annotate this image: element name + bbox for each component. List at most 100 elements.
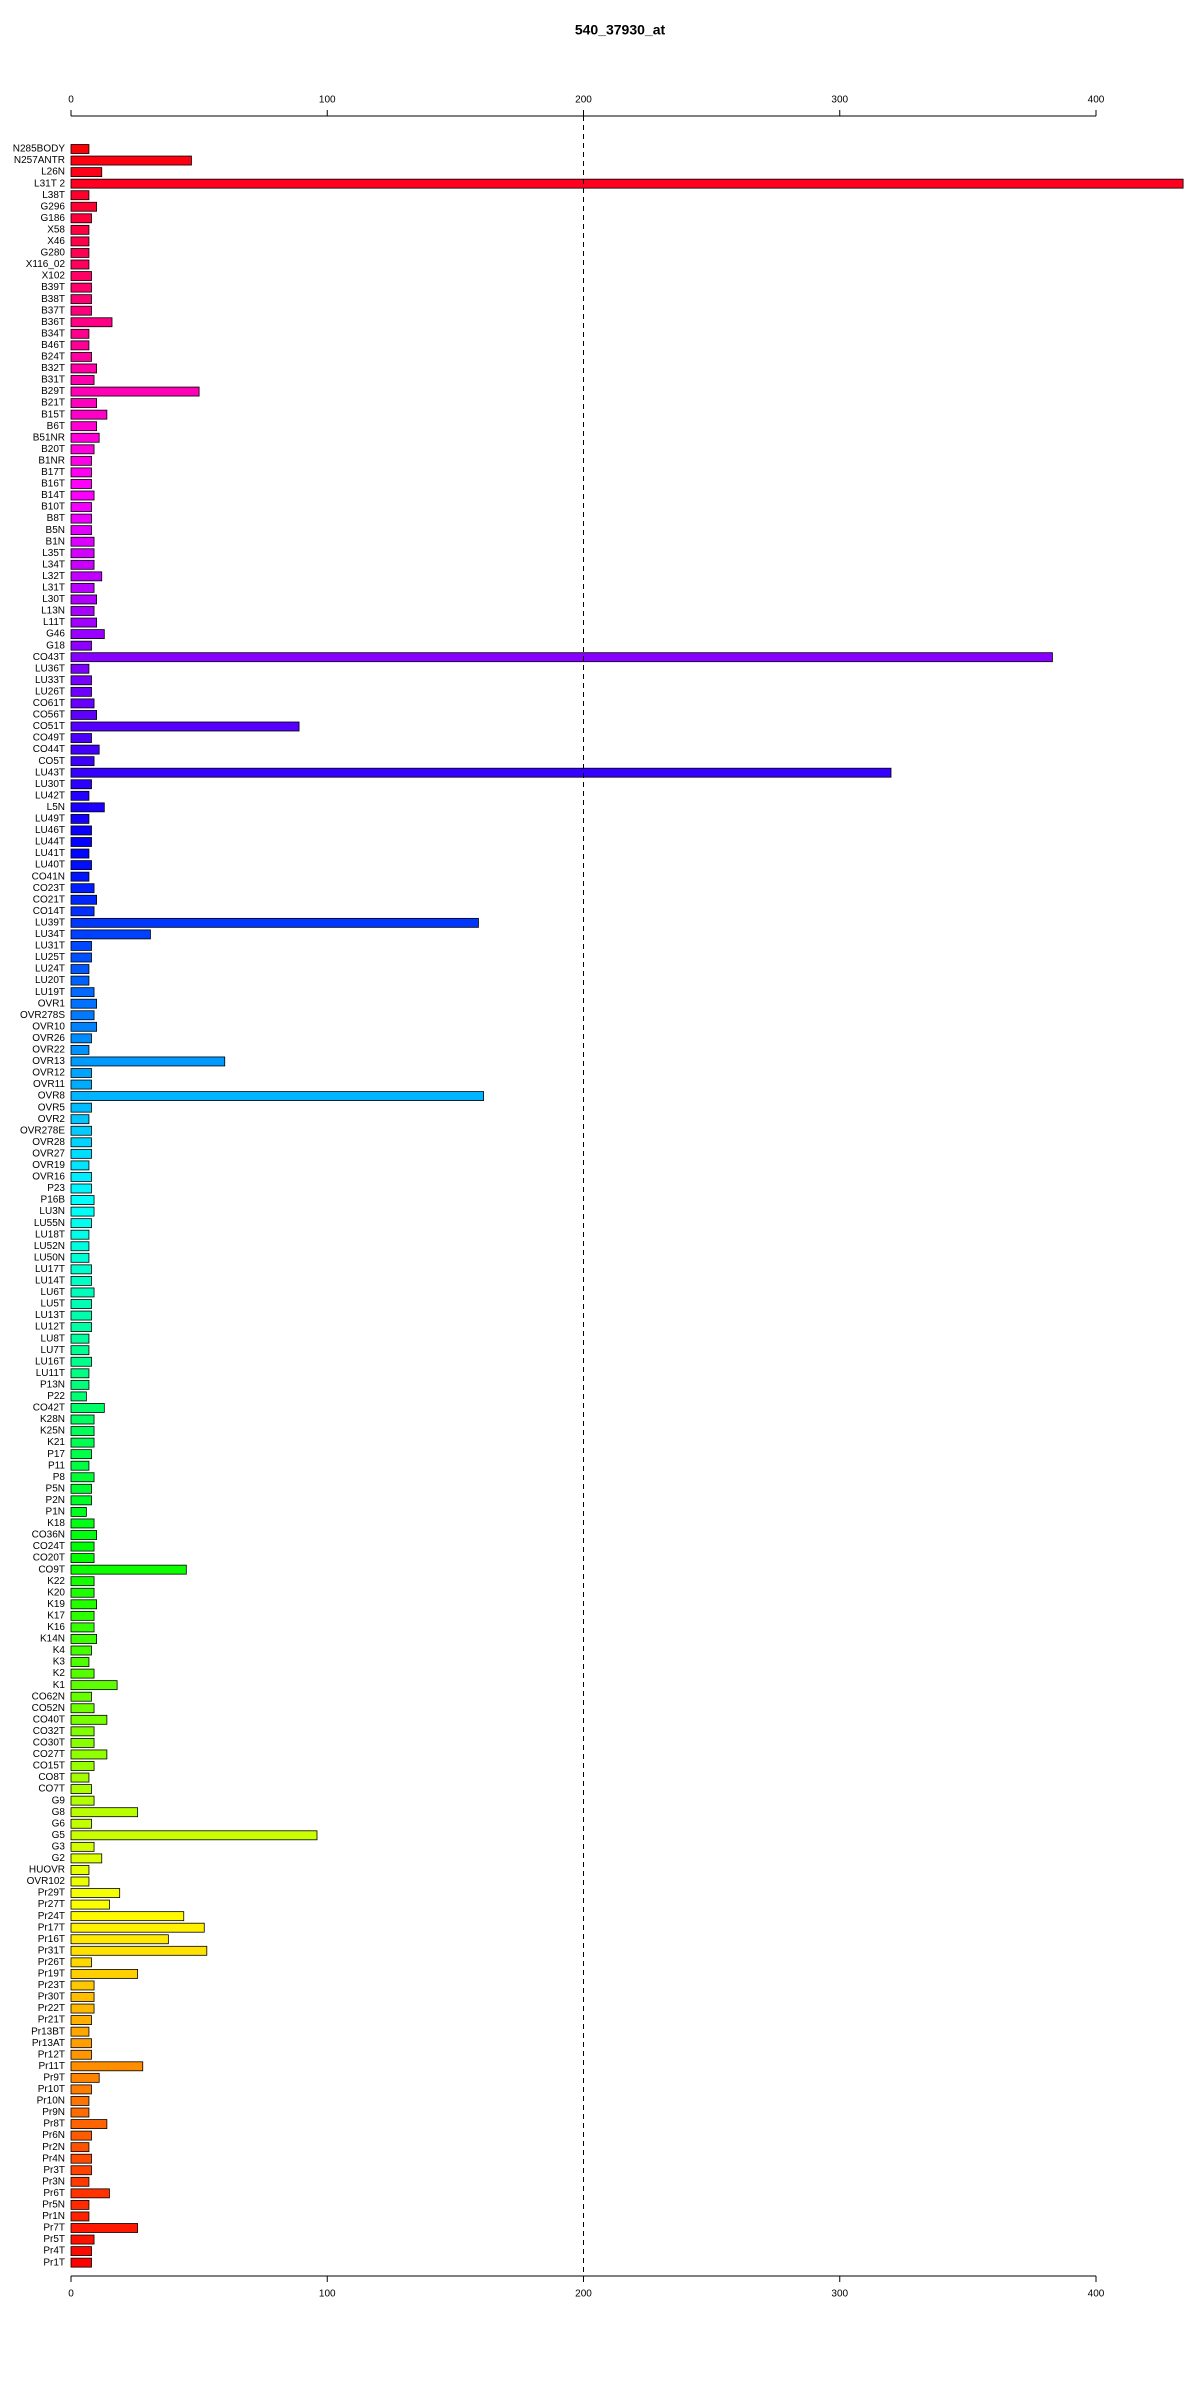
y-tick-label: LU7T bbox=[41, 1345, 65, 1356]
y-tick-label: OVR10 bbox=[32, 1021, 65, 1032]
bar bbox=[70, 583, 95, 593]
bar bbox=[70, 2130, 92, 2141]
bar bbox=[70, 663, 90, 674]
bar bbox=[70, 1206, 95, 1217]
bar bbox=[70, 2199, 90, 2210]
y-tick-label: K3 bbox=[53, 1657, 66, 1668]
bar bbox=[70, 1541, 95, 1552]
y-tick-label: CO27T bbox=[33, 1749, 65, 1760]
bar bbox=[70, 767, 892, 778]
bar bbox=[70, 363, 98, 374]
y-tick-label: B20T bbox=[41, 444, 65, 455]
bar bbox=[70, 1634, 98, 1644]
bar bbox=[70, 236, 90, 247]
bar bbox=[70, 167, 103, 178]
bar bbox=[70, 421, 98, 432]
y-tick-label: Pr4N bbox=[42, 2153, 65, 2164]
y-tick-label: X102 bbox=[42, 271, 66, 282]
bar bbox=[70, 1125, 92, 1136]
bar bbox=[70, 190, 90, 201]
x-tick-label: 100 bbox=[319, 95, 336, 106]
y-tick-label: CO15T bbox=[33, 1761, 65, 1772]
y-tick-label: G296 bbox=[41, 201, 66, 212]
y-tick-label: HUOVR bbox=[29, 1865, 65, 1876]
y-tick-label: G280 bbox=[41, 248, 66, 259]
y-tick-label: OVR11 bbox=[33, 1079, 65, 1090]
y-tick-label: Pr1N bbox=[42, 2211, 65, 2222]
y-tick-label: OVR102 bbox=[27, 1876, 66, 1887]
y-tick-label: LU8T bbox=[41, 1333, 65, 1344]
bar bbox=[70, 1911, 185, 1922]
bar bbox=[70, 1807, 139, 1818]
bar bbox=[70, 917, 479, 928]
y-tick-label: P16B bbox=[41, 1195, 66, 1206]
y-tick-label: Pr4T bbox=[43, 2246, 65, 2257]
y-tick-label: LU24T bbox=[35, 964, 65, 975]
bar bbox=[70, 1784, 92, 1794]
y-tick-label: B1N bbox=[46, 536, 65, 547]
x-tick-label: 300 bbox=[831, 2289, 848, 2300]
bar bbox=[70, 201, 98, 212]
y-tick-label: B31T bbox=[41, 375, 65, 386]
bar bbox=[70, 1033, 92, 1044]
y-tick-label: Pr29T bbox=[38, 1888, 65, 1899]
y-tick-label: K20 bbox=[47, 1587, 65, 1598]
y-tick-label: B5N bbox=[46, 525, 65, 536]
bar bbox=[70, 490, 95, 501]
y-tick-label: Pr9T bbox=[43, 2072, 65, 2083]
bar bbox=[70, 1356, 92, 1367]
bar bbox=[70, 1818, 92, 1829]
y-tick-label: Pr12T bbox=[38, 2049, 65, 2060]
bar bbox=[70, 883, 95, 894]
y-tick-label: Pr3T bbox=[43, 2165, 65, 2176]
y-tick-label: CO8T bbox=[38, 1772, 65, 1783]
y-tick-label: N257ANTR bbox=[14, 155, 65, 166]
bar bbox=[70, 1403, 105, 1413]
y-tick-label: X46 bbox=[47, 236, 65, 247]
y-tick-label: B8T bbox=[47, 513, 65, 524]
y-tick-label: K25N bbox=[40, 1426, 65, 1437]
bar bbox=[70, 1079, 92, 1090]
bar bbox=[70, 1426, 95, 1436]
y-tick-label: CO21T bbox=[33, 894, 65, 905]
y-tick-label: CO56T bbox=[33, 710, 65, 721]
bar bbox=[70, 1934, 169, 1945]
y-tick-label: LU40T bbox=[35, 860, 65, 871]
y-tick-label: CO9T bbox=[38, 1564, 65, 1575]
bar bbox=[70, 1021, 98, 1032]
bar bbox=[70, 675, 92, 686]
y-tick-label: Pr3N bbox=[42, 2176, 65, 2187]
y-tick-label: N285BODY bbox=[13, 144, 66, 155]
bar bbox=[70, 432, 100, 443]
bar bbox=[70, 1703, 95, 1714]
bar bbox=[70, 2211, 90, 2222]
x-tick-label: 100 bbox=[319, 2289, 336, 2300]
bar bbox=[70, 1068, 92, 1078]
y-tick-label: OVR22 bbox=[32, 1045, 65, 1056]
bar bbox=[70, 317, 113, 328]
y-tick-label: OVR278E bbox=[20, 1125, 65, 1136]
y-tick-label: Pr7T bbox=[43, 2223, 65, 2234]
bar bbox=[70, 328, 90, 339]
bar bbox=[70, 686, 92, 697]
bar bbox=[70, 1137, 92, 1148]
bar bbox=[70, 455, 92, 466]
y-tick-label: OVR12 bbox=[32, 1068, 65, 1079]
chart-title: 540_37930_at bbox=[575, 22, 666, 38]
bar bbox=[70, 1160, 90, 1171]
y-tick-label: CO49T bbox=[33, 733, 65, 744]
y-tick-label: L11T bbox=[43, 617, 65, 628]
y-tick-label: LU41T bbox=[35, 848, 65, 859]
bar bbox=[70, 1945, 208, 1956]
bar bbox=[70, 2072, 100, 2083]
bar bbox=[70, 652, 1053, 663]
bar bbox=[70, 1495, 92, 1506]
y-tick-label: Pr5N bbox=[42, 2200, 65, 2211]
bar bbox=[70, 1414, 95, 1425]
x-tick-label: 200 bbox=[575, 95, 592, 106]
y-tick-label: Pr23T bbox=[38, 1980, 65, 1991]
bar bbox=[70, 144, 90, 154]
bar bbox=[70, 1379, 90, 1390]
bar bbox=[70, 2015, 92, 2025]
y-tick-label: L31T bbox=[42, 583, 65, 594]
